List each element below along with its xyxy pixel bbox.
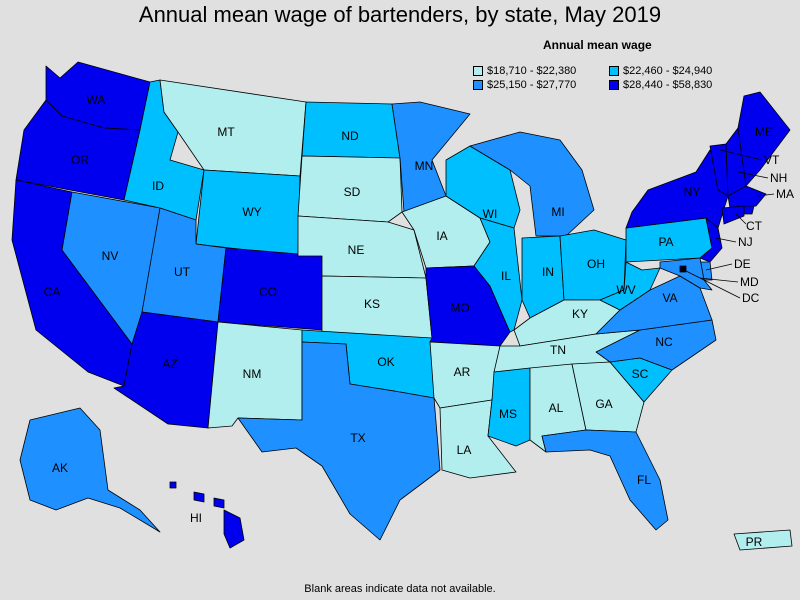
label-mo: MO [450, 301, 469, 315]
label-az: AZ [162, 357, 177, 371]
state-labels: WA OR CA NV ID MT WY UT AZ CO NM ND SD N… [44, 93, 794, 549]
label-hi: HI [190, 511, 202, 525]
label-ny: NY [684, 185, 701, 199]
label-ct: CT [746, 219, 763, 233]
legend-swatch-2 [609, 66, 619, 76]
label-me: ME [755, 125, 773, 139]
label-id: ID [152, 179, 164, 193]
label-al: AL [549, 401, 564, 415]
legend-item-2: $22,460 - $24,940 [609, 65, 712, 77]
map-title: Annual mean wage of bartenders, by state… [138, 2, 662, 27]
dc-marker [680, 266, 686, 272]
state-ma[interactable] [727, 185, 767, 209]
state-mi[interactable] [469, 131, 595, 237]
label-md: MD [740, 275, 759, 289]
label-vt: VT [764, 153, 780, 167]
label-ak: AK [52, 461, 68, 475]
label-tx: TX [350, 431, 365, 445]
state-sd[interactable] [297, 155, 403, 223]
state-ct[interactable] [721, 205, 745, 225]
label-ca: CA [44, 285, 61, 299]
label-wa: WA [87, 93, 106, 107]
label-co: CO [259, 285, 277, 299]
label-ks: KS [364, 297, 380, 311]
label-mi: MI [551, 205, 564, 219]
label-de: DE [734, 257, 751, 271]
label-ar: AR [454, 365, 471, 379]
label-nh: NH [770, 171, 787, 185]
label-dc: DC [742, 291, 760, 305]
label-pa: PA [658, 235, 673, 249]
legend-swatch-3 [473, 80, 483, 90]
label-mn: MN [415, 159, 434, 173]
legend-label-4: $28,440 - $58,830 [623, 79, 713, 91]
label-ok: OK [377, 355, 394, 369]
state-il[interactable] [473, 217, 523, 333]
legend-label-2: $22,460 - $24,940 [623, 65, 713, 77]
legend-swatch-1 [473, 66, 483, 76]
label-ms: MS [499, 407, 517, 421]
legend-item-3: $25,150 - $27,770 [473, 79, 576, 91]
label-pr: PR [746, 535, 763, 549]
state-ri[interactable] [743, 205, 755, 215]
label-ut: UT [174, 265, 191, 279]
label-wy: WY [242, 205, 261, 219]
legend-item-4: $28,440 - $58,830 [609, 79, 712, 91]
state-id[interactable] [123, 79, 205, 221]
label-ia: IA [436, 229, 447, 243]
label-ga: GA [595, 397, 612, 411]
label-ky: KY [572, 307, 588, 321]
label-sc: SC [632, 367, 649, 381]
state-pr[interactable] [733, 529, 793, 551]
label-oh: OH [587, 257, 605, 271]
label-nv: NV [102, 249, 119, 263]
label-wi: WI [483, 207, 498, 221]
state-ga[interactable] [571, 361, 645, 433]
label-sd: SD [344, 185, 361, 199]
state-tx[interactable] [237, 341, 441, 541]
footnote: Blank areas indicate data not available. [304, 583, 496, 595]
label-in: IN [542, 265, 554, 279]
state-ak[interactable] [19, 407, 161, 533]
state-md[interactable] [659, 257, 713, 291]
label-nc: NC [655, 335, 673, 349]
legend-label-1: $18,710 - $22,380 [487, 65, 577, 77]
label-ne: NE [348, 243, 365, 257]
legend-title: Annual mean wage [543, 38, 652, 52]
label-va: VA [662, 291, 677, 305]
label-il: IL [501, 269, 511, 283]
label-fl: FL [637, 473, 651, 487]
state-fl[interactable] [541, 429, 669, 531]
label-nm: NM [243, 367, 262, 381]
label-la: LA [457, 443, 472, 457]
legend-item-1: $18,710 - $22,380 [473, 65, 576, 77]
label-mt: MT [217, 125, 235, 139]
label-or: OR [71, 153, 89, 167]
label-leaders [683, 149, 775, 299]
state-mn[interactable] [391, 101, 471, 213]
label-nj: NJ [738, 235, 753, 249]
label-tn: TN [550, 343, 566, 357]
legend-label-3: $25,150 - $27,770 [487, 79, 577, 91]
label-wv: WV [616, 283, 635, 297]
label-ma: MA [776, 187, 794, 201]
state-hi[interactable] [169, 481, 245, 549]
label-nd: ND [341, 129, 359, 143]
legend-swatch-4 [609, 80, 619, 90]
state-wv[interactable] [599, 261, 661, 311]
